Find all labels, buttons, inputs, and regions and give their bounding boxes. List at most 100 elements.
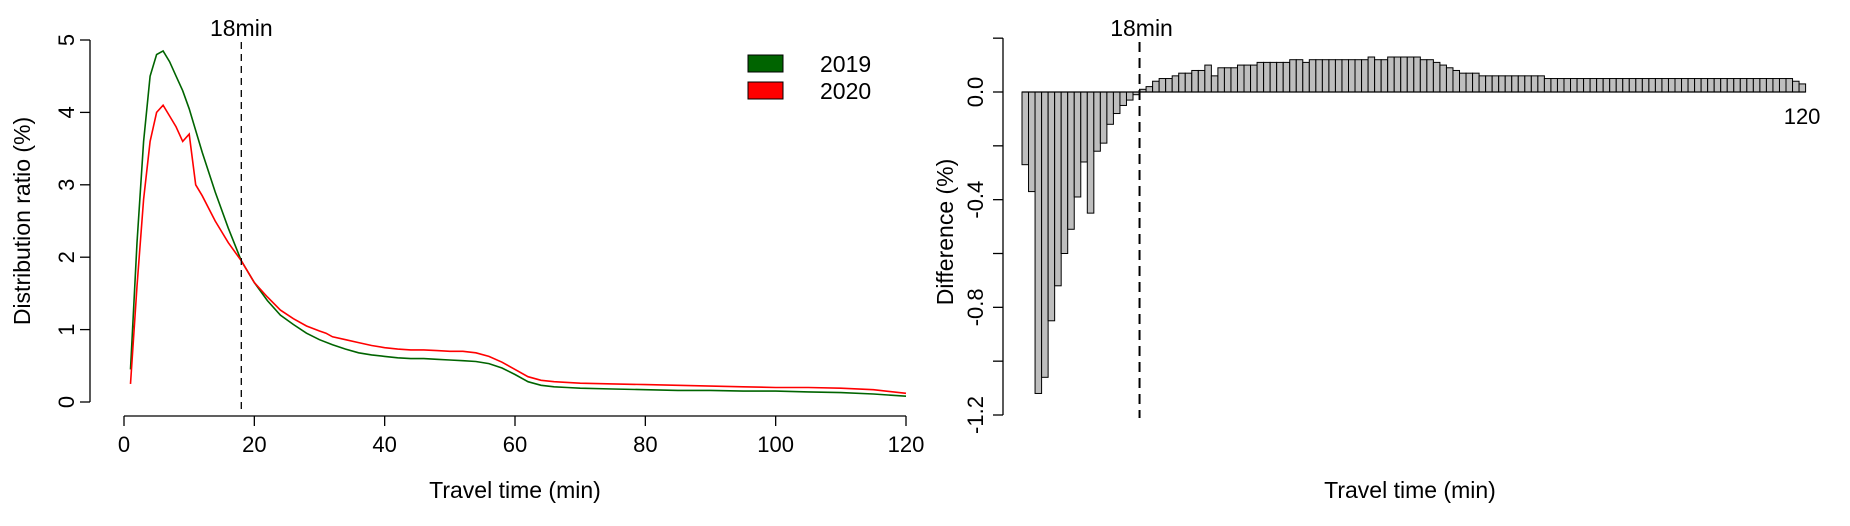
difference-bar (1452, 69, 1461, 93)
left-y-tick-label: 4 (54, 106, 79, 118)
difference-bar (1282, 61, 1291, 93)
difference-bar (1060, 91, 1069, 254)
left-y-axis-title: Distribution ratio (%) (9, 117, 35, 325)
difference-bar (1210, 75, 1219, 93)
difference-bar (1256, 61, 1265, 93)
right-reference-label: 18min (1110, 15, 1173, 41)
difference-bar (1765, 78, 1774, 93)
difference-bar (1250, 64, 1258, 93)
difference-bar (1334, 59, 1343, 93)
difference-bar (1530, 75, 1539, 93)
difference-bar (1119, 91, 1127, 106)
left-x-tick-label: 100 (757, 432, 794, 457)
difference-bar (1511, 75, 1519, 93)
difference-bar (1798, 83, 1807, 93)
left-x-axis-title: Travel time (min) (429, 477, 601, 503)
difference-bar (1654, 78, 1663, 93)
difference-bar (1067, 91, 1075, 230)
difference-bar (1223, 67, 1232, 93)
difference-bar (1759, 78, 1767, 93)
difference-bar (1041, 91, 1049, 378)
left-y-tick-label: 1 (54, 323, 79, 335)
difference-bar (1230, 67, 1238, 93)
difference-bar (1276, 61, 1284, 93)
difference-bar (1073, 91, 1082, 198)
difference-bar-chart: -1.2 -0.8 -0.4 0.0 120 18min Travel time (m… (932, 15, 1820, 503)
difference-bar (1504, 75, 1513, 93)
difference-bar (1432, 61, 1441, 93)
difference-bar (1263, 61, 1271, 93)
difference-bar (1635, 78, 1643, 93)
difference-bar (1681, 78, 1689, 93)
left-x-tick-label: 80 (633, 432, 657, 457)
difference-bar (1687, 78, 1696, 93)
difference-bar (1726, 78, 1735, 93)
difference-bar (1158, 78, 1167, 93)
difference-bar (1171, 75, 1180, 93)
difference-bar (1485, 75, 1493, 93)
difference-bar (1086, 91, 1095, 214)
left-x-tick-label: 60 (503, 432, 527, 457)
difference-bar (1106, 91, 1114, 125)
difference-bar (1028, 91, 1036, 193)
difference-bar (1289, 59, 1297, 93)
difference-bar (1667, 78, 1676, 93)
difference-bar (1700, 78, 1709, 93)
right-y-tick-label: -0.8 (963, 288, 988, 326)
difference-bar (1047, 91, 1056, 322)
difference-bar (1707, 78, 1715, 93)
difference-bar (1622, 78, 1630, 93)
difference-bar (1752, 78, 1761, 93)
difference-bar (1583, 78, 1591, 93)
difference-bar (1739, 78, 1748, 93)
difference-bar (1367, 56, 1376, 93)
left-y-tick-label: 0 (54, 396, 79, 408)
difference-bar (1419, 59, 1428, 93)
legend-label-2020: 2020 (820, 78, 871, 104)
difference-bar (1550, 78, 1558, 93)
difference-bar (1524, 75, 1532, 93)
difference-bar (1374, 59, 1382, 93)
legend-swatch-2019 (747, 54, 784, 73)
difference-bar (1720, 78, 1728, 93)
difference-bar (1217, 67, 1225, 93)
left-x-tick-label: 0 (118, 432, 130, 457)
difference-bar (1236, 64, 1245, 93)
difference-bar (1778, 78, 1787, 93)
difference-bar (1308, 59, 1317, 93)
difference-bar (1570, 78, 1578, 93)
difference-bar (1321, 59, 1330, 93)
difference-bar (1269, 61, 1278, 93)
left-y-tick-label: 3 (54, 179, 79, 191)
difference-bar (1354, 59, 1363, 93)
difference-bars (1021, 56, 1807, 394)
difference-bar (1341, 59, 1349, 93)
difference-bar (1733, 78, 1741, 93)
difference-bar (1498, 75, 1506, 93)
right-y-axis-title: Difference (%) (932, 159, 958, 306)
difference-bar (1472, 72, 1480, 93)
difference-bar (1517, 75, 1526, 93)
difference-bar (1152, 80, 1160, 93)
right-y-tick-label: 0.0 (963, 77, 988, 108)
legend-swatch-2020 (747, 81, 784, 100)
right-y-tick-label: -1.2 (963, 396, 988, 434)
right-y-axis: -1.2 -0.8 -0.4 0.0 (963, 37, 1004, 434)
difference-bar (1380, 59, 1389, 93)
difference-bar (1302, 61, 1310, 93)
difference-bar (1785, 78, 1794, 93)
difference-bar (1112, 91, 1121, 115)
difference-bar (1021, 91, 1030, 166)
difference-bar (1628, 78, 1637, 93)
difference-bar (1204, 64, 1212, 93)
difference-bar (1099, 91, 1108, 144)
distribution-line-chart: 0 1 2 3 4 5 0 20 40 60 80 100 120 18min Travel time… (9, 15, 924, 503)
legend-label-2019: 2019 (820, 51, 871, 77)
difference-bar (1426, 59, 1434, 93)
difference-bar (1674, 78, 1683, 93)
difference-bar (1543, 78, 1552, 93)
left-x-tick-label: 120 (888, 432, 925, 457)
difference-bar (1243, 64, 1252, 93)
difference-bar (1125, 91, 1134, 101)
